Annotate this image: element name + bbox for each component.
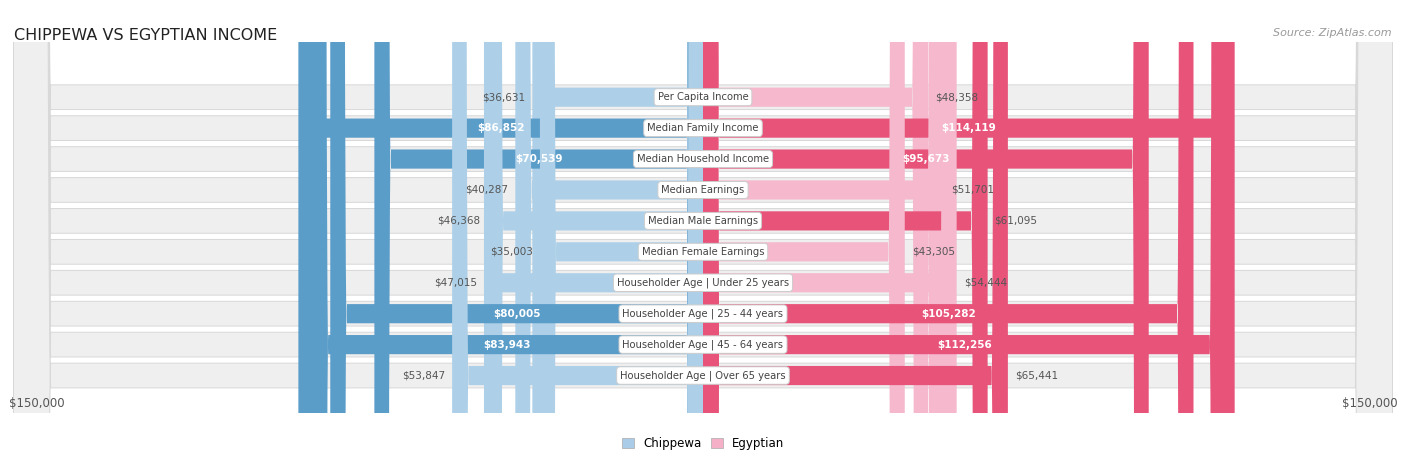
Text: $54,444: $54,444 bbox=[963, 278, 1007, 288]
FancyBboxPatch shape bbox=[14, 0, 1392, 467]
Text: $53,847: $53,847 bbox=[402, 370, 446, 381]
Text: Median Female Earnings: Median Female Earnings bbox=[641, 247, 765, 257]
Text: Median Male Earnings: Median Male Earnings bbox=[648, 216, 758, 226]
Text: $80,005: $80,005 bbox=[494, 309, 540, 318]
Text: $150,000: $150,000 bbox=[8, 397, 65, 410]
Text: $112,256: $112,256 bbox=[938, 340, 991, 350]
FancyBboxPatch shape bbox=[703, 0, 943, 467]
Text: $95,673: $95,673 bbox=[903, 154, 949, 164]
FancyBboxPatch shape bbox=[14, 0, 1392, 467]
FancyBboxPatch shape bbox=[374, 0, 703, 467]
Text: $114,119: $114,119 bbox=[942, 123, 997, 133]
Text: Median Family Income: Median Family Income bbox=[647, 123, 759, 133]
Text: $105,282: $105,282 bbox=[921, 309, 976, 318]
Text: Per Capita Income: Per Capita Income bbox=[658, 92, 748, 102]
FancyBboxPatch shape bbox=[14, 0, 1392, 467]
Text: $46,368: $46,368 bbox=[437, 216, 479, 226]
Text: Median Household Income: Median Household Income bbox=[637, 154, 769, 164]
FancyBboxPatch shape bbox=[533, 0, 703, 467]
FancyBboxPatch shape bbox=[14, 0, 1392, 467]
FancyBboxPatch shape bbox=[298, 0, 703, 467]
Text: $48,358: $48,358 bbox=[935, 92, 979, 102]
FancyBboxPatch shape bbox=[484, 0, 703, 467]
Text: $43,305: $43,305 bbox=[911, 247, 955, 257]
Text: $150,000: $150,000 bbox=[1341, 397, 1398, 410]
FancyBboxPatch shape bbox=[540, 0, 703, 467]
Text: $70,539: $70,539 bbox=[515, 154, 562, 164]
Text: Source: ZipAtlas.com: Source: ZipAtlas.com bbox=[1274, 28, 1392, 38]
Text: Householder Age | 45 - 64 years: Householder Age | 45 - 64 years bbox=[623, 340, 783, 350]
FancyBboxPatch shape bbox=[703, 0, 1226, 467]
FancyBboxPatch shape bbox=[486, 0, 703, 467]
FancyBboxPatch shape bbox=[14, 0, 1392, 467]
Text: $35,003: $35,003 bbox=[491, 247, 533, 257]
Legend: Chippewa, Egyptian: Chippewa, Egyptian bbox=[617, 432, 789, 455]
FancyBboxPatch shape bbox=[703, 0, 1234, 467]
FancyBboxPatch shape bbox=[703, 0, 987, 467]
Text: Median Earnings: Median Earnings bbox=[661, 185, 745, 195]
FancyBboxPatch shape bbox=[703, 0, 928, 467]
FancyBboxPatch shape bbox=[453, 0, 703, 467]
Text: $83,943: $83,943 bbox=[484, 340, 531, 350]
Text: $47,015: $47,015 bbox=[434, 278, 477, 288]
FancyBboxPatch shape bbox=[14, 0, 1392, 467]
FancyBboxPatch shape bbox=[14, 0, 1392, 467]
FancyBboxPatch shape bbox=[14, 0, 1392, 467]
Text: $61,095: $61,095 bbox=[994, 216, 1038, 226]
FancyBboxPatch shape bbox=[330, 0, 703, 467]
Text: $65,441: $65,441 bbox=[1015, 370, 1057, 381]
Text: Householder Age | 25 - 44 years: Householder Age | 25 - 44 years bbox=[623, 308, 783, 319]
Text: Householder Age | Over 65 years: Householder Age | Over 65 years bbox=[620, 370, 786, 381]
FancyBboxPatch shape bbox=[516, 0, 703, 467]
FancyBboxPatch shape bbox=[703, 0, 904, 467]
FancyBboxPatch shape bbox=[703, 0, 1008, 467]
Text: $40,287: $40,287 bbox=[465, 185, 509, 195]
Text: Householder Age | Under 25 years: Householder Age | Under 25 years bbox=[617, 277, 789, 288]
Text: $86,852: $86,852 bbox=[477, 123, 524, 133]
FancyBboxPatch shape bbox=[14, 0, 1392, 467]
FancyBboxPatch shape bbox=[703, 0, 1149, 467]
FancyBboxPatch shape bbox=[312, 0, 703, 467]
FancyBboxPatch shape bbox=[703, 0, 956, 467]
Text: $51,701: $51,701 bbox=[950, 185, 994, 195]
Text: $36,631: $36,631 bbox=[482, 92, 526, 102]
FancyBboxPatch shape bbox=[703, 0, 1194, 467]
FancyBboxPatch shape bbox=[14, 0, 1392, 467]
Text: CHIPPEWA VS EGYPTIAN INCOME: CHIPPEWA VS EGYPTIAN INCOME bbox=[14, 28, 277, 43]
